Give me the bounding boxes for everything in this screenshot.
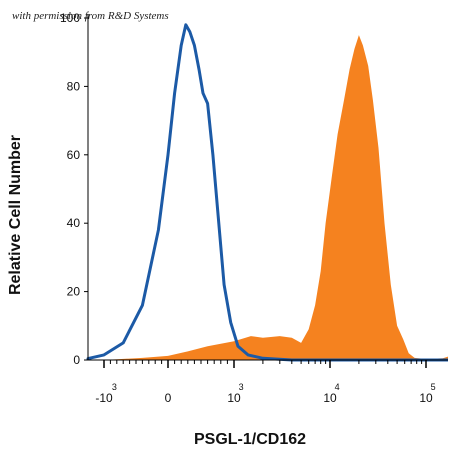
x-tick: 105 [419, 360, 436, 405]
y-tick-label: 0 [73, 353, 80, 367]
control-histogram-line [86, 23, 448, 362]
x-tick-exponent: 4 [335, 382, 340, 392]
y-tick: 60 [67, 148, 88, 162]
x-tick-label: 0 [165, 391, 172, 405]
x-axis-label: PSGL-1/CD162 [194, 431, 306, 448]
x-tick-label: 10 [323, 391, 337, 405]
y-tick-label: 60 [67, 148, 81, 162]
x-axis-minor-ticks [109, 360, 423, 364]
watermark-text: with permission from R&D Systems [12, 10, 169, 22]
y-tick: 80 [67, 79, 88, 93]
y-tick: 20 [67, 285, 88, 299]
x-tick-exponent: 5 [431, 382, 436, 392]
y-tick-label: 100 [60, 11, 80, 25]
x-tick: 104 [323, 360, 340, 405]
y-tick: 40 [67, 216, 88, 230]
y-axis-ticks: 0 20 40 60 80 100 [60, 11, 88, 367]
x-tick-label: 10 [419, 391, 433, 405]
y-tick-label: 80 [67, 79, 81, 93]
y-axis-label: Relative Cell Number [7, 135, 24, 295]
plot-area [86, 23, 448, 362]
y-tick-label: 40 [67, 216, 81, 230]
stained-histogram-area [104, 35, 448, 360]
x-tick: 0 [165, 360, 172, 405]
x-tick-exponent: 3 [239, 382, 244, 392]
x-tick: 103 [227, 360, 244, 405]
x-tick-exponent: 3 [112, 382, 117, 392]
x-tick-label: -10 [95, 391, 113, 405]
y-tick: 100 [60, 11, 88, 25]
x-tick-label: 10 [227, 391, 241, 405]
x-tick: -103 [95, 360, 117, 405]
y-tick: 0 [73, 353, 88, 367]
y-tick-label: 20 [67, 285, 81, 299]
